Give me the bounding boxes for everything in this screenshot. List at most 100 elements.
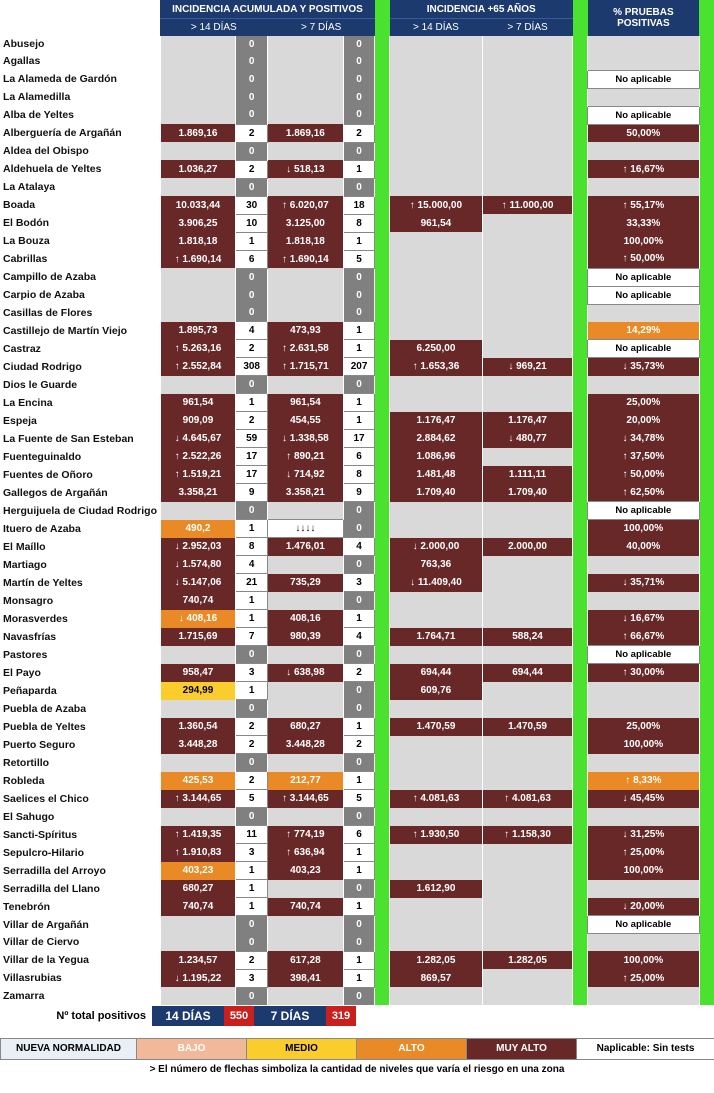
municipio-name: Robleda: [0, 772, 160, 790]
municipio-name: El Payo: [0, 664, 160, 682]
table-row: Alberguería de Argañán1.869,1621.869,162…: [0, 124, 714, 142]
table-row: Saelices el Chico↑ 3.144,655↑ 3.144,655↑…: [0, 790, 714, 808]
footnote: > El número de flechas simboliza la cant…: [0, 1060, 714, 1075]
hdr-group-2: INCIDENCIA +65 AÑOS: [390, 0, 573, 19]
totals-7-label: 7 DÍAS: [254, 1006, 326, 1026]
table-row: El Payo958,473↓ 638,982694,44694,44↑ 30,…: [0, 664, 714, 682]
table-row: La Alameda de Gardón00No aplicable: [0, 70, 714, 88]
municipio-name: Ituero de Azaba: [0, 520, 160, 538]
municipio-name: Alberguería de Argañán: [0, 124, 160, 142]
table-row: Sepulcro-Hilario↑ 1.910,833↑ 636,941↑ 25…: [0, 844, 714, 862]
municipio-name: Casillas de Flores: [0, 304, 160, 322]
table-row: Aldehuela de Yeltes1.036,272↓ 518,131↑ 1…: [0, 160, 714, 178]
table-row: Fuentes de Oñoro↑ 1.519,2117↓ 714,9281.4…: [0, 466, 714, 484]
municipio-name: La Fuente de San Esteban: [0, 430, 160, 448]
table-row: El Maíllo↓ 2.952,0381.476,014↓ 2.000,002…: [0, 538, 714, 556]
totals-7-value: 319: [326, 1006, 356, 1026]
table-row: Castraz↑ 5.263,162↑ 2.631,5816.250,00No …: [0, 340, 714, 358]
table-row: Monsagro740,7410: [0, 592, 714, 610]
legend-normal: NUEVA NORMALIDAD: [1, 1038, 137, 1059]
totals-14-value: 550: [224, 1006, 254, 1026]
table-row: Aldea del Obispo00: [0, 142, 714, 160]
municipio-name: Retortillo: [0, 754, 160, 772]
table-row: Abusejo00: [0, 36, 714, 53]
table-row: Pastores00No aplicable: [0, 646, 714, 664]
municipio-name: Pastores: [0, 646, 160, 664]
municipio-name: Villar de la Yegua: [0, 951, 160, 969]
municipio-name: Saelices el Chico: [0, 790, 160, 808]
table-row: Campillo de Azaba00No aplicable: [0, 268, 714, 286]
table-row: Casillas de Flores00: [0, 304, 714, 322]
hdr-group-1: INCIDENCIA ACUMULADA Y POSITIVOS: [160, 0, 375, 19]
table-row: Puerto Seguro3.448,2823.448,282100,00%: [0, 736, 714, 754]
municipio-name: Tenebrón: [0, 898, 160, 916]
municipio-name: Herguijuela de Ciudad Rodrigo: [0, 502, 160, 520]
table-row: Herguijuela de Ciudad Rodrigo00No aplica…: [0, 502, 714, 520]
table-row: Espeja909,092454,5511.176,471.176,4720,0…: [0, 412, 714, 430]
table-row: La Encina961,541961,54125,00%: [0, 394, 714, 412]
table-row: Gallegos de Argañán3.358,2193.358,2191.7…: [0, 484, 714, 502]
table-row: Villar de Argañán00No aplicable: [0, 916, 714, 934]
hdr-sub-7a: > 7 DÍAS: [267, 19, 374, 36]
legend-muy: MUY ALTO: [467, 1038, 577, 1059]
municipio-name: Ciudad Rodrigo: [0, 358, 160, 376]
table-row: Peñaparda294,9910609,76: [0, 682, 714, 700]
table-row: Cabrillas↑ 1.690,146↑ 1.690,145↑ 50,00%: [0, 250, 714, 268]
table-row: Ciudad Rodrigo↑ 2.552,84308↑ 1.715,71207…: [0, 358, 714, 376]
municipio-name: El Bodón: [0, 214, 160, 232]
municipio-name: Zamarra: [0, 987, 160, 1005]
municipio-name: Castillejo de Martín Viejo: [0, 322, 160, 340]
table-row: Castillejo de Martín Viejo1.895,734473,9…: [0, 322, 714, 340]
municipio-name: Puerto Seguro: [0, 736, 160, 754]
table-row: El Bodón3.906,25103.125,008961,5433,33%: [0, 214, 714, 232]
totals-14-label: 14 DÍAS: [152, 1006, 224, 1026]
table-row: Navasfrías1.715,697980,3941.764,71588,24…: [0, 628, 714, 646]
hdr-sub-14b: > 14 DÍAS: [390, 19, 483, 36]
table-row: La Alamedilla00: [0, 88, 714, 106]
municipio-name: Gallegos de Argañán: [0, 484, 160, 502]
municipio-name: Villar de Ciervo: [0, 934, 160, 952]
municipio-name: Villasrubias: [0, 969, 160, 987]
table-row: Agallas00: [0, 53, 714, 71]
table-row: Robleda425,532212,771↑ 8,33%: [0, 772, 714, 790]
legend-bajo: BAJO: [137, 1038, 247, 1059]
table-row: Morasverdes↓ 408,161408,161↓ 16,67%: [0, 610, 714, 628]
municipio-name: Serradilla del Arroyo: [0, 862, 160, 880]
municipio-name: La Encina: [0, 394, 160, 412]
table-row: Zamarra00: [0, 987, 714, 1005]
table-row: Villar de Ciervo00: [0, 934, 714, 952]
table-row: La Fuente de San Esteban↓ 4.645,6759↓ 1.…: [0, 430, 714, 448]
hdr-group-3: % PRUEBAS POSITIVAS: [588, 0, 700, 36]
table-row: El Sahugo00: [0, 808, 714, 826]
municipio-name: Agallas: [0, 53, 160, 71]
hdr-sub-7b: > 7 DÍAS: [482, 19, 573, 36]
table-row: Fuenteguinaldo↑ 2.522,2617↑ 890,2161.086…: [0, 448, 714, 466]
hdr-sub-14a: > 14 DÍAS: [160, 19, 267, 36]
municipio-name: Fuentes de Oñoro: [0, 466, 160, 484]
totals-row: Nº total positivos 14 DÍAS 550 7 DÍAS 31…: [0, 1006, 714, 1026]
incidence-table: INCIDENCIA ACUMULADA Y POSITIVOS INCIDEN…: [0, 0, 714, 1005]
legend-alto: ALTO: [357, 1038, 467, 1059]
municipio-name: Carpio de Azaba: [0, 286, 160, 304]
municipio-name: La Atalaya: [0, 178, 160, 196]
table-row: Serradilla del Arroyo403,231403,231100,0…: [0, 862, 714, 880]
table-row: Martín de Yeltes↓ 5.147,0621735,293↓ 11.…: [0, 574, 714, 592]
municipio-name: La Alameda de Gardón: [0, 70, 160, 88]
table-row: Ituero de Azaba490,21↓↓↓↓0100,00%: [0, 520, 714, 538]
municipio-name: El Sahugo: [0, 808, 160, 826]
totals-label: Nº total positivos: [0, 1006, 152, 1026]
municipio-name: Navasfrías: [0, 628, 160, 646]
table-row: Carpio de Azaba00No aplicable: [0, 286, 714, 304]
table-row: Puebla de Azaba00: [0, 700, 714, 718]
table-row: Sancti-Spíritus↑ 1.419,3511↑ 774,196↑ 1.…: [0, 826, 714, 844]
municipio-name: Peñaparda: [0, 682, 160, 700]
municipio-name: La Bouza: [0, 232, 160, 250]
table-row: La Atalaya00: [0, 178, 714, 196]
table-row: Martiago↓ 1.574,8040763,36: [0, 556, 714, 574]
municipio-name: Sepulcro-Hilario: [0, 844, 160, 862]
municipio-name: Aldehuela de Yeltes: [0, 160, 160, 178]
municipio-name: Fuenteguinaldo: [0, 448, 160, 466]
municipio-name: Alba de Yeltes: [0, 106, 160, 124]
municipio-name: Sancti-Spíritus: [0, 826, 160, 844]
legend-medio: MEDIO: [247, 1038, 357, 1059]
